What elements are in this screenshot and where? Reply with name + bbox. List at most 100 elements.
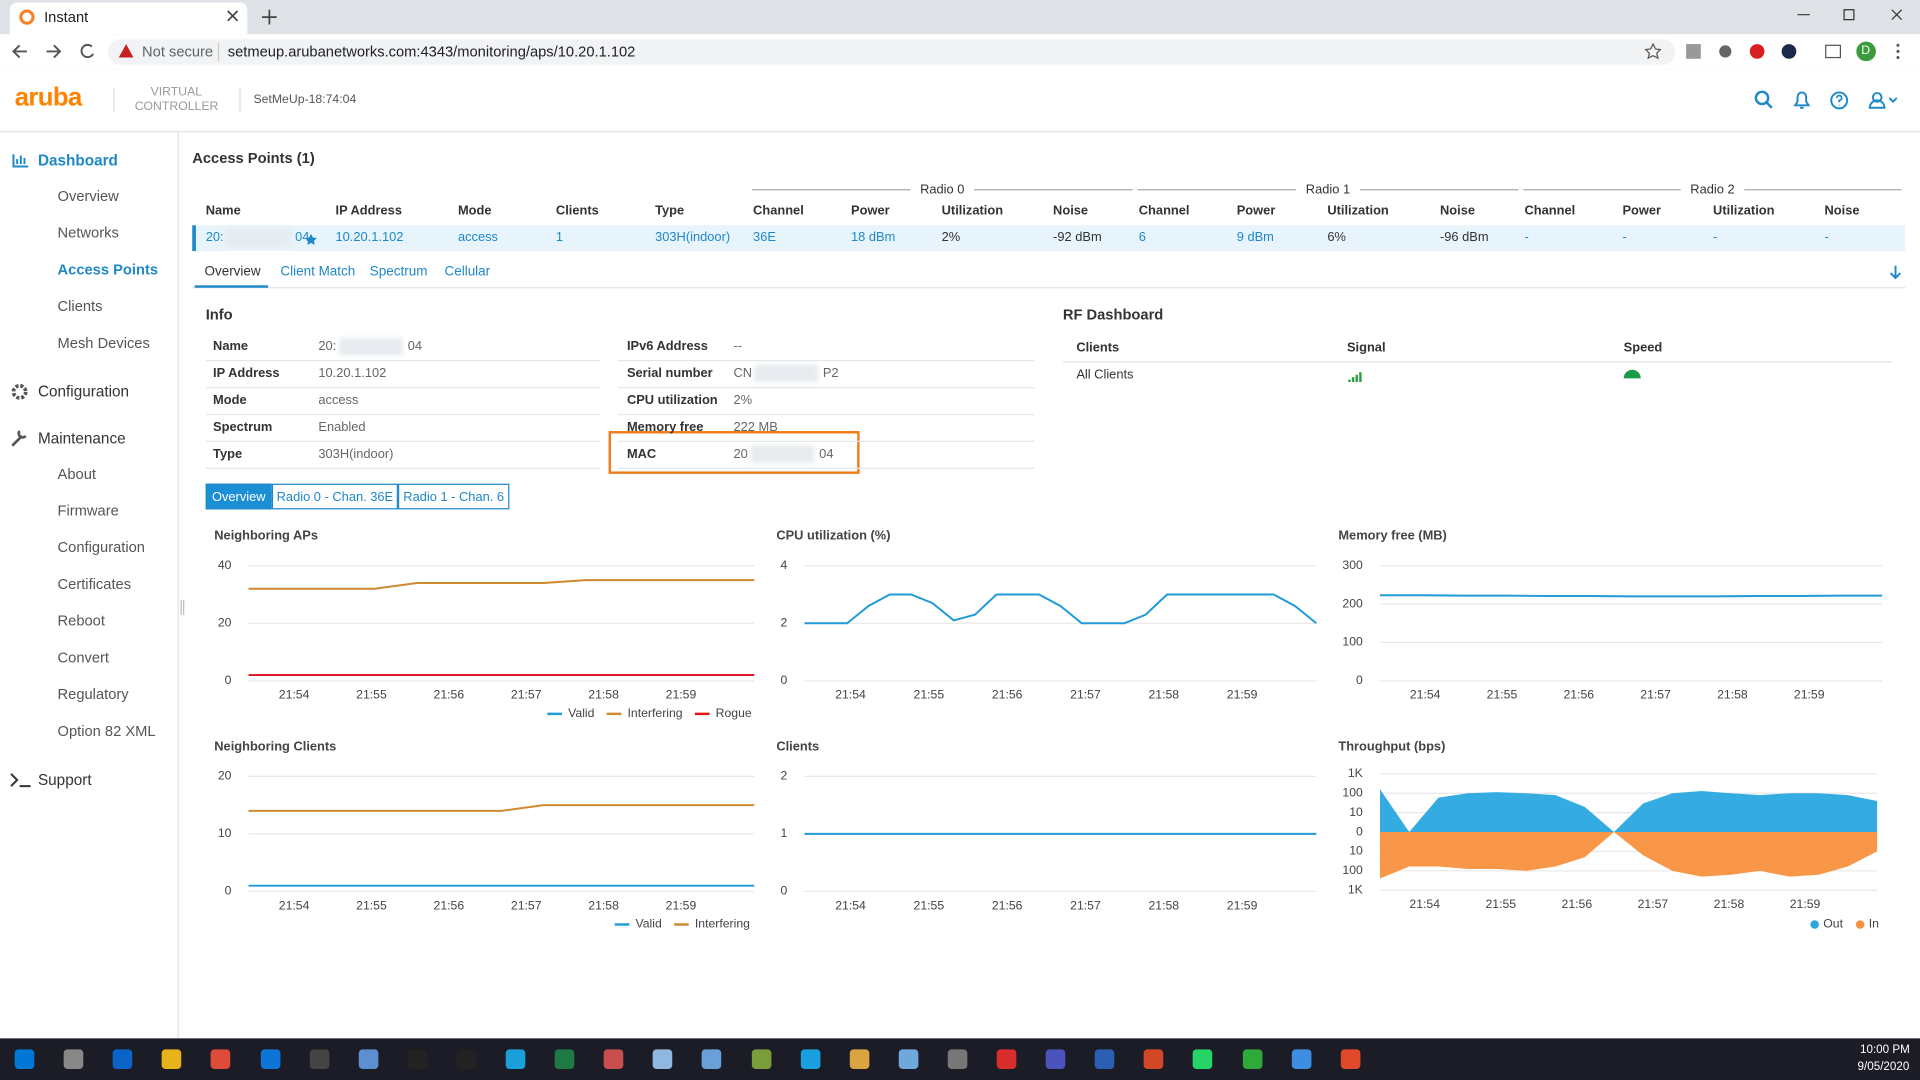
expand-arrow[interactable] <box>1889 265 1902 280</box>
nav-item[interactable]: Access Points <box>57 260 159 278</box>
taskbar-icon[interactable] <box>14 1049 35 1069</box>
taskbar-icon[interactable] <box>358 1049 378 1069</box>
cell[interactable]: 6% <box>1327 230 1346 245</box>
taskbar-icon[interactable] <box>63 1049 84 1069</box>
taskbar-icon[interactable] <box>702 1049 722 1069</box>
taskbar-icon[interactable] <box>1340 1049 1361 1069</box>
subtab-button[interactable] <box>205 483 272 510</box>
extension[interactable] <box>1686 44 1701 59</box>
taskbar-icon[interactable] <box>554 1049 575 1069</box>
tab[interactable]: Overview <box>204 264 261 280</box>
nav-item[interactable]: Option 82 XML <box>57 722 156 740</box>
tab[interactable]: Client Match <box>280 264 356 280</box>
nav-item[interactable]: Configuration <box>37 383 130 401</box>
window-controls[interactable] <box>1797 9 1903 21</box>
subtab-button[interactable] <box>397 483 510 510</box>
search-icon[interactable] <box>1766 101 1773 109</box>
nav-item[interactable]: Firmware <box>57 502 119 520</box>
browser-tab[interactable] <box>9 2 248 35</box>
help-icon[interactable] <box>1835 94 1843 106</box>
close-tab[interactable] <box>227 10 239 22</box>
subtab-label[interactable]: Radio 1 - Chan. 6 <box>403 489 505 504</box>
nav-item[interactable]: Convert <box>57 648 110 667</box>
profile-avatar[interactable] <box>1856 41 1876 62</box>
cell[interactable]: - <box>1524 230 1529 245</box>
cell-start[interactable]: 20: <box>205 230 224 245</box>
taskbar-icon[interactable] <box>1242 1049 1262 1069</box>
cell-end[interactable]: 04 <box>295 230 310 245</box>
taskbar-icon[interactable] <box>849 1049 870 1069</box>
selected-row[interactable] <box>192 225 1906 252</box>
nav-item[interactable]: Clients <box>57 297 103 315</box>
cell[interactable]: 10.20.1.102 <box>335 230 404 245</box>
taskbar-icon[interactable] <box>505 1049 526 1069</box>
taskbar-icon[interactable] <box>260 1049 280 1069</box>
subtab-label[interactable]: Radio 0 - Chan. 36E <box>276 489 394 504</box>
omnibox[interactable] <box>107 39 1676 65</box>
extension[interactable] <box>1749 44 1765 59</box>
new-tab[interactable] <box>262 9 277 25</box>
cell[interactable]: 36E <box>753 230 776 245</box>
nav-item[interactable]: About <box>57 465 96 483</box>
taskbar-icon[interactable] <box>947 1049 968 1069</box>
taskbar-icon[interactable] <box>309 1049 329 1069</box>
nav-item[interactable]: Networks <box>57 224 119 242</box>
cast[interactable] <box>1825 44 1842 59</box>
cell[interactable]: 1 <box>555 230 564 245</box>
taskbar-icon[interactable] <box>456 1049 477 1069</box>
nav-item[interactable]: Support <box>37 771 92 789</box>
bell-icon[interactable] <box>1793 91 1811 109</box>
taskbar-icon[interactable] <box>996 1049 1017 1069</box>
url[interactable]: setmeup.arubanetworks.com:4343/monitorin… <box>227 42 636 60</box>
taskbar-icon[interactable] <box>1193 1049 1213 1069</box>
taskbar-icon[interactable] <box>653 1049 673 1069</box>
tab[interactable]: Spectrum <box>369 264 428 280</box>
taskbar-icon[interactable] <box>112 1049 133 1069</box>
cell[interactable]: 303H(indoor) <box>655 230 731 245</box>
taskbar-icon[interactable] <box>211 1049 231 1069</box>
row-rule <box>1062 361 1892 363</box>
resize-handle[interactable] <box>180 600 185 615</box>
taskbar-icon[interactable] <box>898 1049 919 1069</box>
extension[interactable] <box>1781 44 1797 59</box>
cell[interactable]: 2% <box>941 230 961 245</box>
taskbar-icon[interactable] <box>603 1049 624 1069</box>
client-row[interactable]: All Clients <box>1076 367 1134 383</box>
taskbar-icon[interactable] <box>1144 1049 1164 1069</box>
nav-item[interactable]: Overview <box>57 187 119 205</box>
nav-item[interactable]: Reboot <box>57 612 105 630</box>
nav-item[interactable]: Dashboard <box>37 151 118 169</box>
cell[interactable]: 6 <box>1138 230 1146 245</box>
taskbar-icon[interactable] <box>1045 1049 1066 1069</box>
help-icon[interactable] <box>1830 91 1849 110</box>
nav-item[interactable]: Configuration <box>57 538 145 556</box>
user-icon[interactable] <box>1868 92 1898 109</box>
taskbar-icon[interactable] <box>407 1049 428 1069</box>
cell[interactable]: access <box>457 230 498 245</box>
star-icon[interactable] <box>305 233 317 245</box>
nav-buttons[interactable] <box>12 43 94 59</box>
cell[interactable]: - <box>1622 230 1627 245</box>
cell[interactable]: -96 dBm <box>1440 230 1489 245</box>
cell[interactable]: 18 dBm <box>851 230 896 245</box>
line <box>248 804 755 812</box>
nav-item[interactable]: Maintenance <box>37 429 126 447</box>
taskbar-icon[interactable] <box>161 1049 182 1069</box>
taskbar-icon[interactable] <box>800 1049 820 1069</box>
cell[interactable]: 9 dBm <box>1236 230 1274 245</box>
cell[interactable]: -92 dBm <box>1053 230 1102 245</box>
cell[interactable]: - <box>1824 230 1829 245</box>
taskbar-icon[interactable] <box>1094 1049 1115 1069</box>
subtab-label[interactable]: Overview <box>211 489 266 504</box>
subtab-button[interactable] <box>271 483 398 510</box>
bookmark-star[interactable] <box>1644 42 1662 60</box>
taskbar-icon[interactable] <box>751 1049 771 1069</box>
taskbar-icon[interactable] <box>1291 1049 1311 1069</box>
extension[interactable] <box>1719 45 1732 58</box>
cell[interactable]: - <box>1713 230 1718 245</box>
tab[interactable]: Cellular <box>444 264 491 280</box>
nav-item[interactable]: Regulatory <box>57 685 129 703</box>
nav-item[interactable]: Certificates <box>57 575 132 593</box>
search-icon[interactable] <box>1754 90 1770 106</box>
nav-item[interactable]: Mesh Devices <box>57 334 150 352</box>
